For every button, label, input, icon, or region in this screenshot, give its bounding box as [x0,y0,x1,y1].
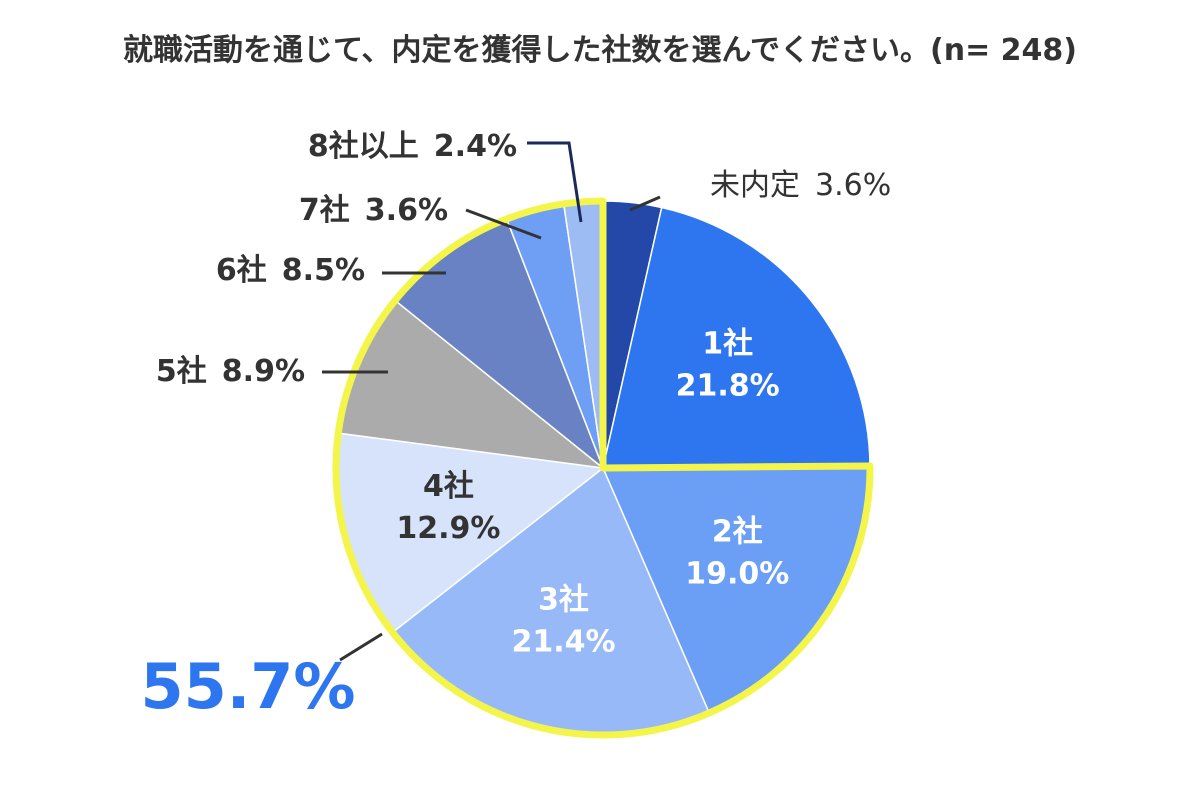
slice-label-6: 6社 8.5% [216,253,365,288]
slice-value-4: 12.9% [396,511,500,546]
leader-line-7 [465,208,542,240]
pie-slices [335,200,871,736]
slice-value-2: 19.0% [685,556,789,591]
leader-line-8plus [527,141,583,223]
slice-label-2: 2社 [712,514,763,549]
slice-label-4: 4社 [423,469,474,504]
slice-label-7: 7社 3.6% [299,193,448,228]
slice-value-3: 21.4% [511,624,615,659]
highlight-outline [332,197,874,739]
slice-label-5: 5社 8.9% [156,354,305,389]
slice-value-1: 21.8% [676,369,780,404]
slice-label-none: 未内定 3.6% [710,168,891,203]
highlight-total-label: 55.7% [140,650,355,723]
slice-label-3: 3社 [538,582,589,617]
highlight-leader-line [339,632,383,662]
leader-lines [322,141,661,374]
leader-line-none [629,195,661,212]
chart-title: 就職活動を通じて、内定を獲得した社数を選んでください。(n= 248) [123,33,1077,68]
pie-slice-1 [602,206,871,469]
slice-label-1: 1社 [702,327,753,362]
slice-label-8plus: 8社以上 2.4% [308,129,517,164]
slice-labels: 未内定 3.6% 1社 21.8% 2社 19.0% 3社 21.4% 4社 12.9% 5社 8… [156,129,891,659]
